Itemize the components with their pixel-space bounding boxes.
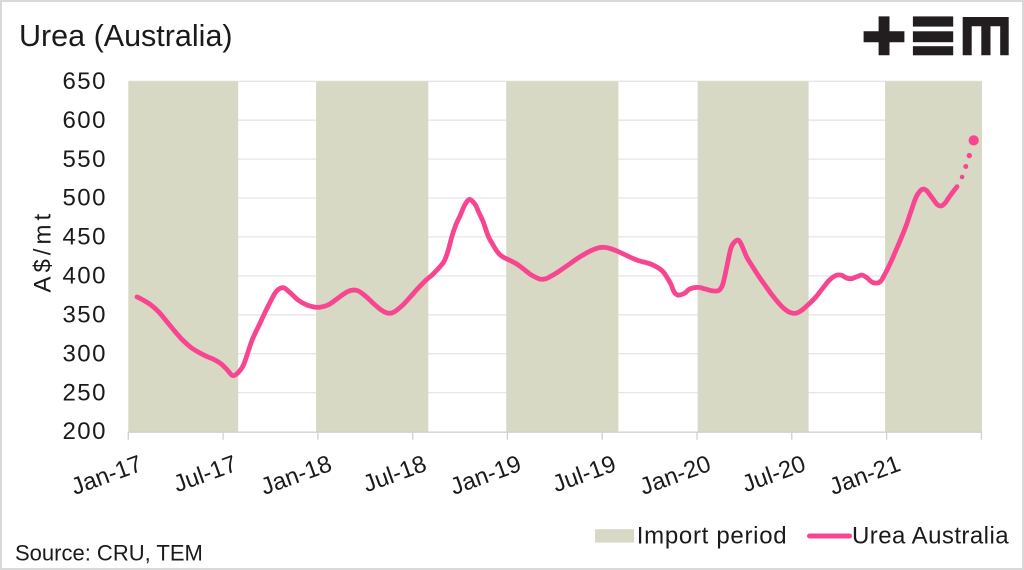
svg-text:Jul-19: Jul-19: [549, 450, 620, 498]
svg-text:500: 500: [62, 185, 107, 212]
svg-text:650: 650: [62, 68, 107, 95]
svg-text:Jan-17: Jan-17: [68, 450, 146, 500]
svg-text:Source: CRU, TEM: Source: CRU, TEM: [15, 540, 203, 565]
svg-text:550: 550: [62, 146, 107, 173]
svg-text:Jan-21: Jan-21: [826, 450, 904, 500]
svg-text:Jan-19: Jan-19: [447, 450, 525, 500]
svg-text:Jul-18: Jul-18: [359, 450, 430, 498]
svg-text:Urea Australia: Urea Australia: [852, 523, 1009, 550]
svg-text:Jul-20: Jul-20: [739, 450, 810, 498]
svg-text:Import period: Import period: [637, 523, 788, 550]
svg-text:Jul-17: Jul-17: [170, 450, 241, 498]
svg-text:400: 400: [62, 263, 107, 290]
svg-text:Jan-18: Jan-18: [257, 450, 335, 500]
svg-text:200: 200: [62, 418, 107, 445]
svg-text:350: 350: [62, 302, 107, 329]
svg-text:450: 450: [62, 224, 107, 251]
svg-text:Jan-20: Jan-20: [636, 450, 714, 500]
svg-text:A$/mt: A$/mt: [29, 210, 56, 293]
svg-text:600: 600: [62, 107, 107, 134]
svg-text:250: 250: [62, 379, 107, 406]
svg-text:300: 300: [62, 340, 107, 367]
